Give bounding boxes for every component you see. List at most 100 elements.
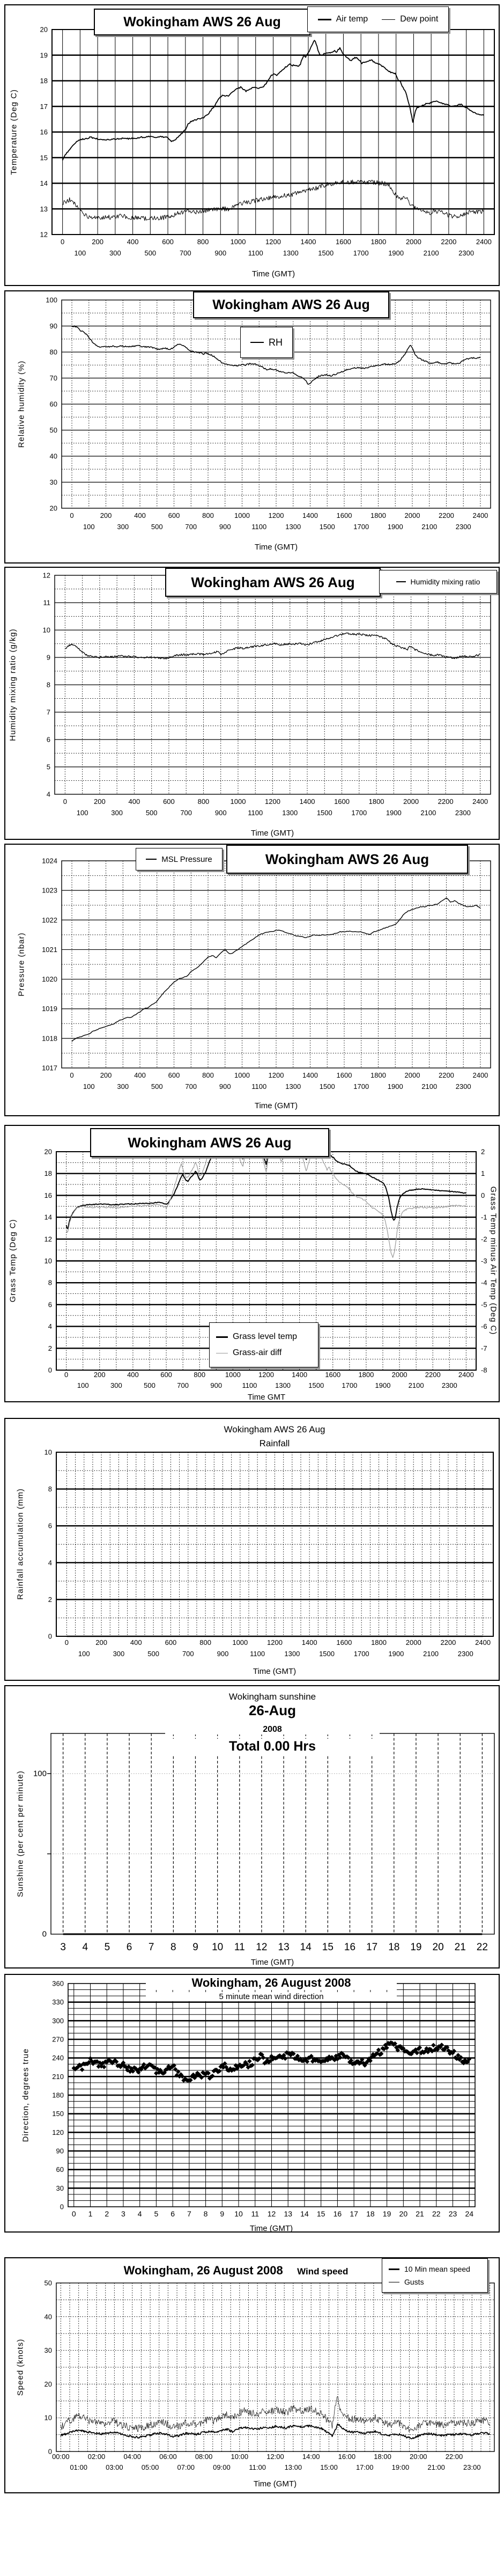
svg-text:23:00: 23:00	[463, 2463, 481, 2471]
svg-text:18:00: 18:00	[374, 2453, 391, 2461]
svg-text:0: 0	[42, 1930, 47, 1939]
svg-text:300: 300	[52, 2017, 64, 2025]
svg-text:200: 200	[95, 1638, 107, 1646]
svg-text:800: 800	[194, 1371, 205, 1379]
svg-text:1900: 1900	[388, 249, 404, 257]
svg-text:1000: 1000	[232, 1638, 248, 1646]
svg-text:50: 50	[45, 2279, 52, 2287]
svg-text:-4: -4	[481, 1279, 487, 1287]
svg-text:500: 500	[144, 1381, 155, 1389]
svg-text:1300: 1300	[283, 249, 299, 257]
svg-text:2300: 2300	[442, 1381, 457, 1389]
svg-text:1400: 1400	[302, 511, 318, 519]
svg-text:4: 4	[47, 791, 50, 799]
chart-title-text: Wokingham AWS 26 Aug	[212, 297, 370, 312]
svg-text:20: 20	[399, 2209, 408, 2218]
svg-text:200: 200	[94, 1371, 106, 1379]
svg-text:17: 17	[366, 1942, 377, 1953]
svg-text:2: 2	[105, 2209, 109, 2218]
svg-text:60: 60	[50, 400, 57, 408]
svg-text:16: 16	[45, 1191, 52, 1199]
svg-text:14: 14	[45, 1213, 52, 1221]
x-axis-title: Time (GMT)	[253, 2479, 297, 2489]
svg-text:100: 100	[83, 1082, 95, 1091]
chart-date: 26-Aug	[165, 1702, 380, 1719]
svg-text:1700: 1700	[353, 523, 369, 531]
svg-text:11: 11	[251, 2209, 259, 2218]
svg-text:1700: 1700	[351, 809, 367, 817]
svg-text:0: 0	[48, 2448, 52, 2456]
svg-text:6: 6	[127, 1942, 132, 1953]
svg-text:1022: 1022	[42, 916, 57, 924]
svg-text:400: 400	[130, 1638, 142, 1646]
svg-text:600: 600	[168, 511, 180, 519]
chart-title: Wokingham, 26 August 2008	[146, 1976, 397, 1990]
svg-text:800: 800	[202, 511, 214, 519]
svg-text:10:00: 10:00	[231, 2453, 249, 2461]
svg-text:1100: 1100	[250, 1650, 265, 1658]
svg-text:04:00: 04:00	[123, 2453, 141, 2461]
legend-item: 10 Min mean speed	[389, 2265, 470, 2273]
legend: Grass level temp Grass-air diff	[209, 1322, 318, 1367]
svg-text:1018: 1018	[42, 1034, 57, 1042]
x-axis-title: Time (GMT)	[254, 1101, 298, 1110]
line-swatch-icon	[317, 18, 331, 20]
svg-text:13: 13	[40, 205, 48, 213]
svg-text:19: 19	[383, 2209, 391, 2218]
svg-text:1200: 1200	[269, 511, 284, 519]
svg-text:1017: 1017	[42, 1064, 57, 1072]
y-axis-title: Rainfall accumulation (mm)	[16, 1488, 25, 1600]
svg-text:2000: 2000	[406, 238, 421, 246]
svg-text:2200: 2200	[439, 1071, 454, 1079]
svg-text:02:00: 02:00	[88, 2453, 106, 2461]
svg-text:18: 18	[388, 1942, 399, 1953]
svg-text:6: 6	[47, 736, 50, 744]
legend: RH	[240, 327, 293, 358]
svg-text:15: 15	[40, 153, 48, 162]
svg-text:600: 600	[168, 1071, 180, 1079]
svg-text:30: 30	[56, 2184, 64, 2192]
svg-text:13: 13	[278, 1942, 290, 1953]
x-axis-title: Time (GMT)	[250, 829, 294, 838]
svg-text:100: 100	[46, 296, 57, 304]
line-swatch-icon	[216, 1336, 228, 1338]
svg-text:1700: 1700	[354, 1650, 369, 1658]
sunshine-chart-panel: Wokingham sunshine 26-Aug 2008 Total 0.0…	[4, 1685, 500, 1968]
svg-text:900: 900	[217, 1650, 229, 1658]
svg-text:2000: 2000	[406, 1638, 421, 1646]
svg-text:100: 100	[83, 523, 95, 531]
wind-direction-chart-panel: Wokingham, 26 August 2008 5 minute mean …	[4, 1974, 500, 2233]
svg-text:00:00: 00:00	[52, 2453, 70, 2461]
svg-text:270: 270	[52, 2036, 64, 2044]
y-axis-title: Direction, degrees true	[21, 2048, 31, 2142]
svg-text:2400: 2400	[475, 1638, 491, 1646]
svg-text:100: 100	[75, 249, 86, 257]
svg-text:11:00: 11:00	[249, 2463, 266, 2471]
svg-text:1300: 1300	[285, 523, 301, 531]
svg-text:16:00: 16:00	[338, 2453, 356, 2461]
chart-title: Wokingham sunshine	[165, 1692, 380, 1702]
svg-text:60: 60	[56, 2165, 64, 2174]
svg-text:-5: -5	[481, 1300, 487, 1308]
y-axis-title: Pressure (nbar)	[17, 932, 26, 997]
svg-text:1900: 1900	[388, 523, 403, 531]
svg-text:40: 40	[45, 2312, 52, 2321]
svg-text:1400: 1400	[302, 1071, 318, 1079]
line-swatch-icon	[382, 19, 396, 20]
chart-title: Wokingham AWS 26 Aug	[90, 1128, 329, 1157]
svg-text:70: 70	[50, 374, 57, 382]
svg-text:2: 2	[48, 1344, 52, 1352]
svg-text:14: 14	[300, 1942, 312, 1953]
svg-text:16: 16	[333, 2209, 342, 2218]
svg-text:8: 8	[171, 1942, 176, 1953]
svg-text:15: 15	[322, 1942, 333, 1953]
svg-text:300: 300	[113, 1650, 125, 1658]
sunshine-plot: 3 4 5 6 7 8 9 10 11 12 13 14 15 16 17 18 19 20 21 22 0 100	[33, 1733, 495, 1953]
svg-text:600: 600	[160, 1371, 172, 1379]
svg-text:1600: 1600	[336, 1638, 352, 1646]
line-swatch-icon	[396, 581, 406, 582]
svg-text:900: 900	[214, 249, 226, 257]
svg-text:400: 400	[134, 1071, 146, 1079]
svg-text:01:00: 01:00	[70, 2463, 87, 2471]
y2-axis-title: Grass Temp minus Air Temp (Deg C)	[488, 1186, 498, 1335]
